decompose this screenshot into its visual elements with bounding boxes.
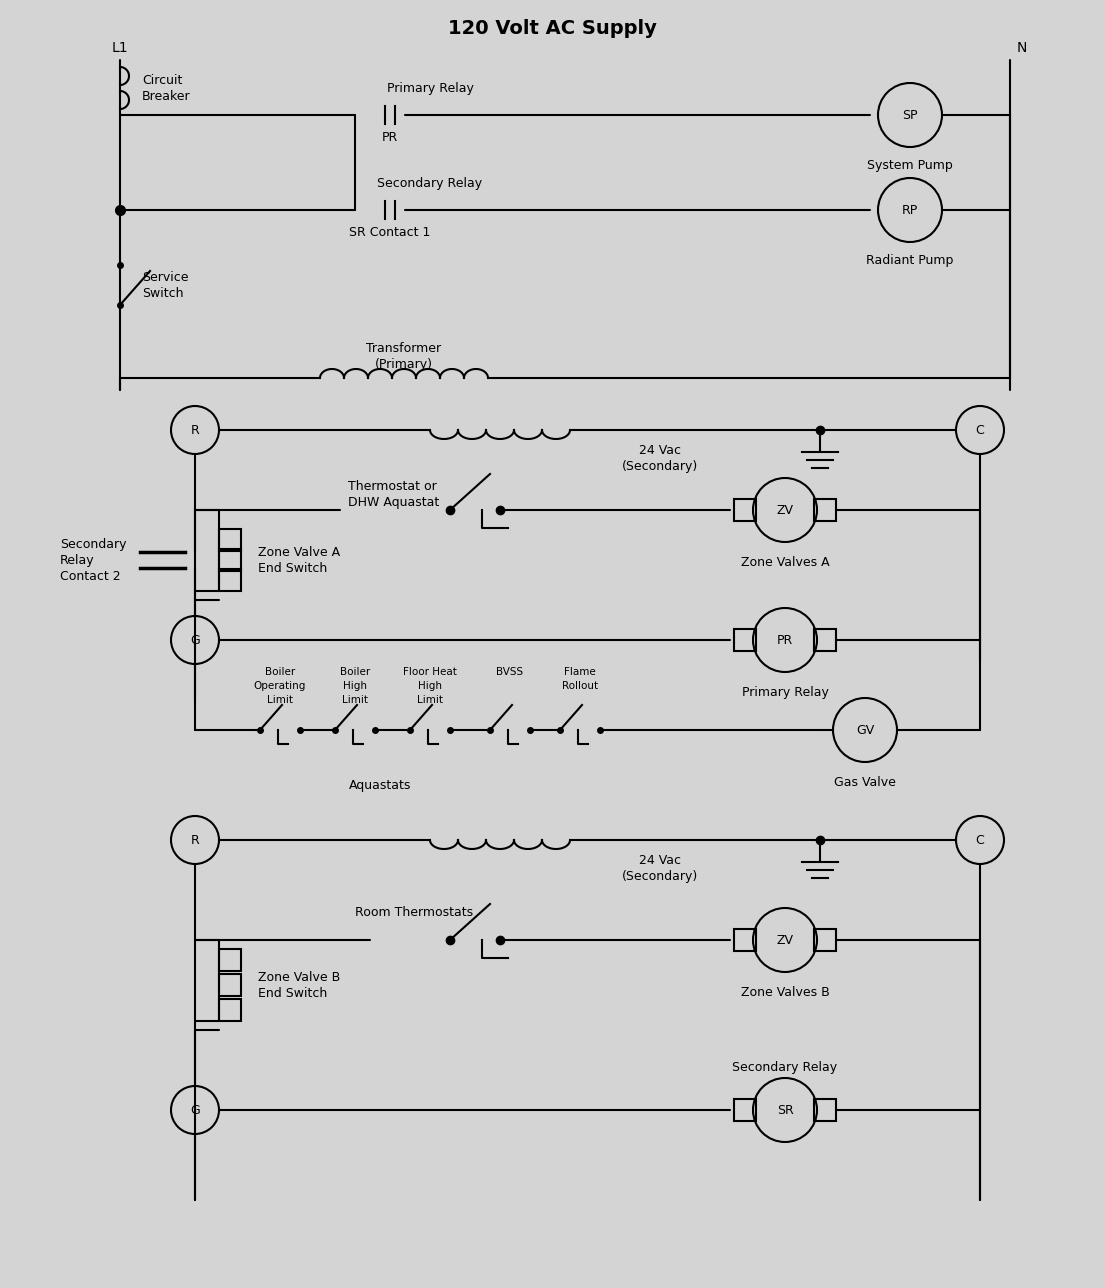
Text: Zone Valve A: Zone Valve A [257, 546, 340, 559]
Text: Aquastats: Aquastats [349, 778, 411, 792]
Text: PR: PR [382, 130, 398, 143]
Text: Secondary: Secondary [60, 537, 126, 550]
Text: C: C [976, 833, 985, 846]
Text: Breaker: Breaker [143, 89, 191, 103]
Text: RP: RP [902, 204, 918, 216]
Bar [734, 929, 756, 951]
Text: Primary Relay: Primary Relay [387, 81, 473, 94]
Text: SR: SR [777, 1104, 793, 1117]
Text: Gas Valve: Gas Valve [834, 775, 896, 788]
Text: (Primary): (Primary) [375, 358, 433, 371]
Text: Contact 2: Contact 2 [60, 569, 120, 582]
Bar [219, 949, 241, 971]
Text: R: R [191, 424, 199, 437]
Text: (Secondary): (Secondary) [622, 460, 698, 473]
Bar [219, 549, 241, 571]
Text: GV: GV [856, 724, 874, 737]
Bar [814, 929, 836, 951]
Bar [219, 529, 241, 551]
Bar [219, 569, 241, 591]
Text: Secondary Relay: Secondary Relay [378, 176, 483, 189]
Text: Zone Valves B: Zone Valves B [740, 985, 830, 998]
Text: Transformer: Transformer [367, 341, 442, 354]
Text: 24 Vac: 24 Vac [639, 854, 681, 867]
Text: 120 Volt AC Supply: 120 Volt AC Supply [448, 18, 656, 37]
Bar [219, 974, 241, 996]
Text: Floor Heat: Floor Heat [403, 667, 457, 677]
Bar [814, 498, 836, 522]
Text: Zone Valve B: Zone Valve B [257, 970, 340, 984]
Bar [734, 629, 756, 650]
Text: Operating: Operating [254, 681, 306, 690]
Text: End Switch: End Switch [257, 562, 327, 574]
Text: Limit: Limit [267, 696, 293, 705]
Text: SR Contact 1: SR Contact 1 [349, 225, 431, 238]
Text: Rollout: Rollout [562, 681, 598, 690]
Text: Switch: Switch [143, 286, 183, 300]
Text: Service: Service [143, 270, 189, 283]
Bar [219, 999, 241, 1021]
Text: High: High [418, 681, 442, 690]
Text: Primary Relay: Primary Relay [741, 685, 829, 698]
Text: (Secondary): (Secondary) [622, 869, 698, 882]
Bar [814, 629, 836, 650]
Text: Limit: Limit [343, 696, 368, 705]
Text: 24 Vac: 24 Vac [639, 443, 681, 456]
Bar [814, 1099, 836, 1121]
Text: G: G [190, 634, 200, 647]
Text: Secondary Relay: Secondary Relay [733, 1061, 838, 1074]
Text: L1: L1 [112, 41, 128, 55]
Text: PR: PR [777, 634, 793, 647]
Text: System Pump: System Pump [867, 158, 953, 171]
Text: Room Thermostats: Room Thermostats [355, 905, 473, 918]
Text: Thermostat or: Thermostat or [348, 479, 436, 492]
Text: Relay: Relay [60, 554, 95, 567]
Text: ZV: ZV [777, 504, 793, 516]
Text: Limit: Limit [417, 696, 443, 705]
Text: DHW Aquastat: DHW Aquastat [348, 496, 440, 509]
Text: R: R [191, 833, 199, 846]
Text: Boiler: Boiler [340, 667, 370, 677]
Text: Circuit: Circuit [143, 73, 182, 86]
Text: High: High [343, 681, 367, 690]
Text: Boiler: Boiler [265, 667, 295, 677]
Text: Zone Valves A: Zone Valves A [740, 555, 830, 568]
Text: G: G [190, 1104, 200, 1117]
Text: SP: SP [903, 108, 918, 121]
Bar [734, 498, 756, 522]
Text: Radiant Pump: Radiant Pump [866, 254, 954, 267]
Text: ZV: ZV [777, 934, 793, 947]
Text: End Switch: End Switch [257, 987, 327, 999]
Text: BVSS: BVSS [496, 667, 524, 677]
Text: N: N [1017, 41, 1028, 55]
Text: C: C [976, 424, 985, 437]
Bar [734, 1099, 756, 1121]
Text: Flame: Flame [565, 667, 596, 677]
